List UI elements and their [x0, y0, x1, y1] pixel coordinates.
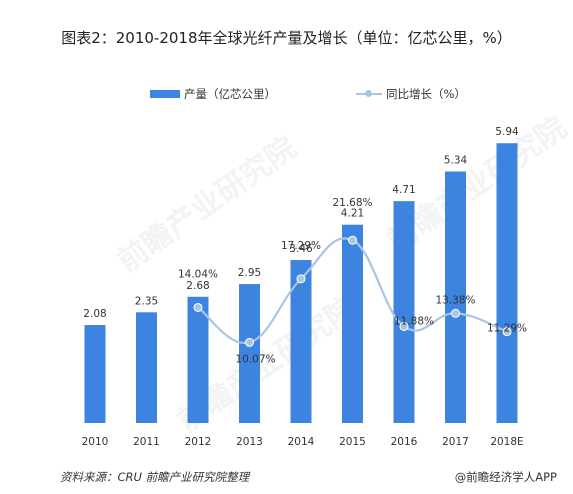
- x-tick-label-2015: 2015: [339, 436, 366, 448]
- bar-2012: [187, 296, 209, 423]
- x-tick-label-2018E: 2018E: [490, 436, 523, 448]
- bar-2014: [290, 260, 312, 423]
- growth-point-2012: [193, 302, 203, 312]
- source-note: 资料来源：CRU 前瞻产业研究院整理: [60, 470, 250, 484]
- bar-value-label-2010: 2.08: [83, 308, 106, 320]
- bar-value-label-2015: 4.21: [341, 208, 364, 220]
- x-tick-label-2010: 2010: [82, 436, 109, 448]
- bar-2017: [445, 171, 466, 423]
- legend-swatch-line: [356, 90, 382, 98]
- growth-label-2013: 10.07%: [235, 353, 275, 365]
- growth-label-2018E: 11.29%: [487, 323, 527, 335]
- bar-value-label-2018E: 5.94: [495, 126, 519, 138]
- x-tick-label-2016: 2016: [391, 436, 418, 448]
- legend-label-output: 产量（亿芯公里）: [184, 87, 276, 101]
- growth-point-2014: [296, 274, 306, 284]
- bar-value-label-2012: 2.68: [186, 280, 209, 292]
- bar-value-label-2016: 4.71: [392, 184, 415, 196]
- x-tick-label-2011: 2011: [133, 436, 160, 448]
- legend-item-output: 产量（亿芯公里）: [150, 86, 276, 102]
- bar-2018E: [496, 143, 518, 423]
- bar-2016: [393, 201, 415, 423]
- x-tick-label-2012: 2012: [185, 436, 212, 448]
- growth-point-2016: [399, 321, 409, 331]
- bar-value-label-2014: 3.46: [289, 243, 313, 255]
- growth-point-2013: [245, 337, 254, 347]
- bar-2011: [136, 312, 157, 423]
- growth-point-2015: [348, 235, 357, 245]
- bar-value-label-2011: 2.35: [135, 295, 158, 307]
- growth-label-2015: 21.68%: [332, 197, 372, 209]
- x-tick-label-2013: 2013: [236, 436, 263, 448]
- bar-2013: [239, 284, 260, 423]
- legend-item-growth: 同比增长（%）: [356, 86, 466, 102]
- x-tick-label-2017: 2017: [442, 436, 469, 448]
- growth-label-2014: 17.29%: [281, 240, 321, 252]
- growth-point-2017: [451, 308, 460, 318]
- growth-label-2016: 11.88%: [394, 315, 434, 327]
- credit-note: @前瞻经济学人APP: [454, 470, 557, 484]
- growth-label-2012: 14.04%: [178, 268, 218, 280]
- legend: 产量（亿芯公里） 同比增长（%）: [0, 86, 573, 102]
- bar-value-label-2013: 2.95: [238, 267, 261, 279]
- bar-value-label-2017: 5.34: [444, 154, 468, 166]
- bar-2010: [84, 325, 106, 423]
- growth-point-2018E: [502, 327, 512, 337]
- bar-2015: [342, 224, 363, 423]
- legend-swatch-bar: [150, 90, 180, 98]
- legend-label-growth: 同比增长（%）: [386, 87, 466, 101]
- chart-title: 图表2：2010-2018年全球光纤产量及增长（单位：亿芯公里，%）: [61, 29, 512, 47]
- growth-label-2017: 13.38%: [435, 294, 475, 306]
- x-tick-label-2014: 2014: [288, 436, 315, 448]
